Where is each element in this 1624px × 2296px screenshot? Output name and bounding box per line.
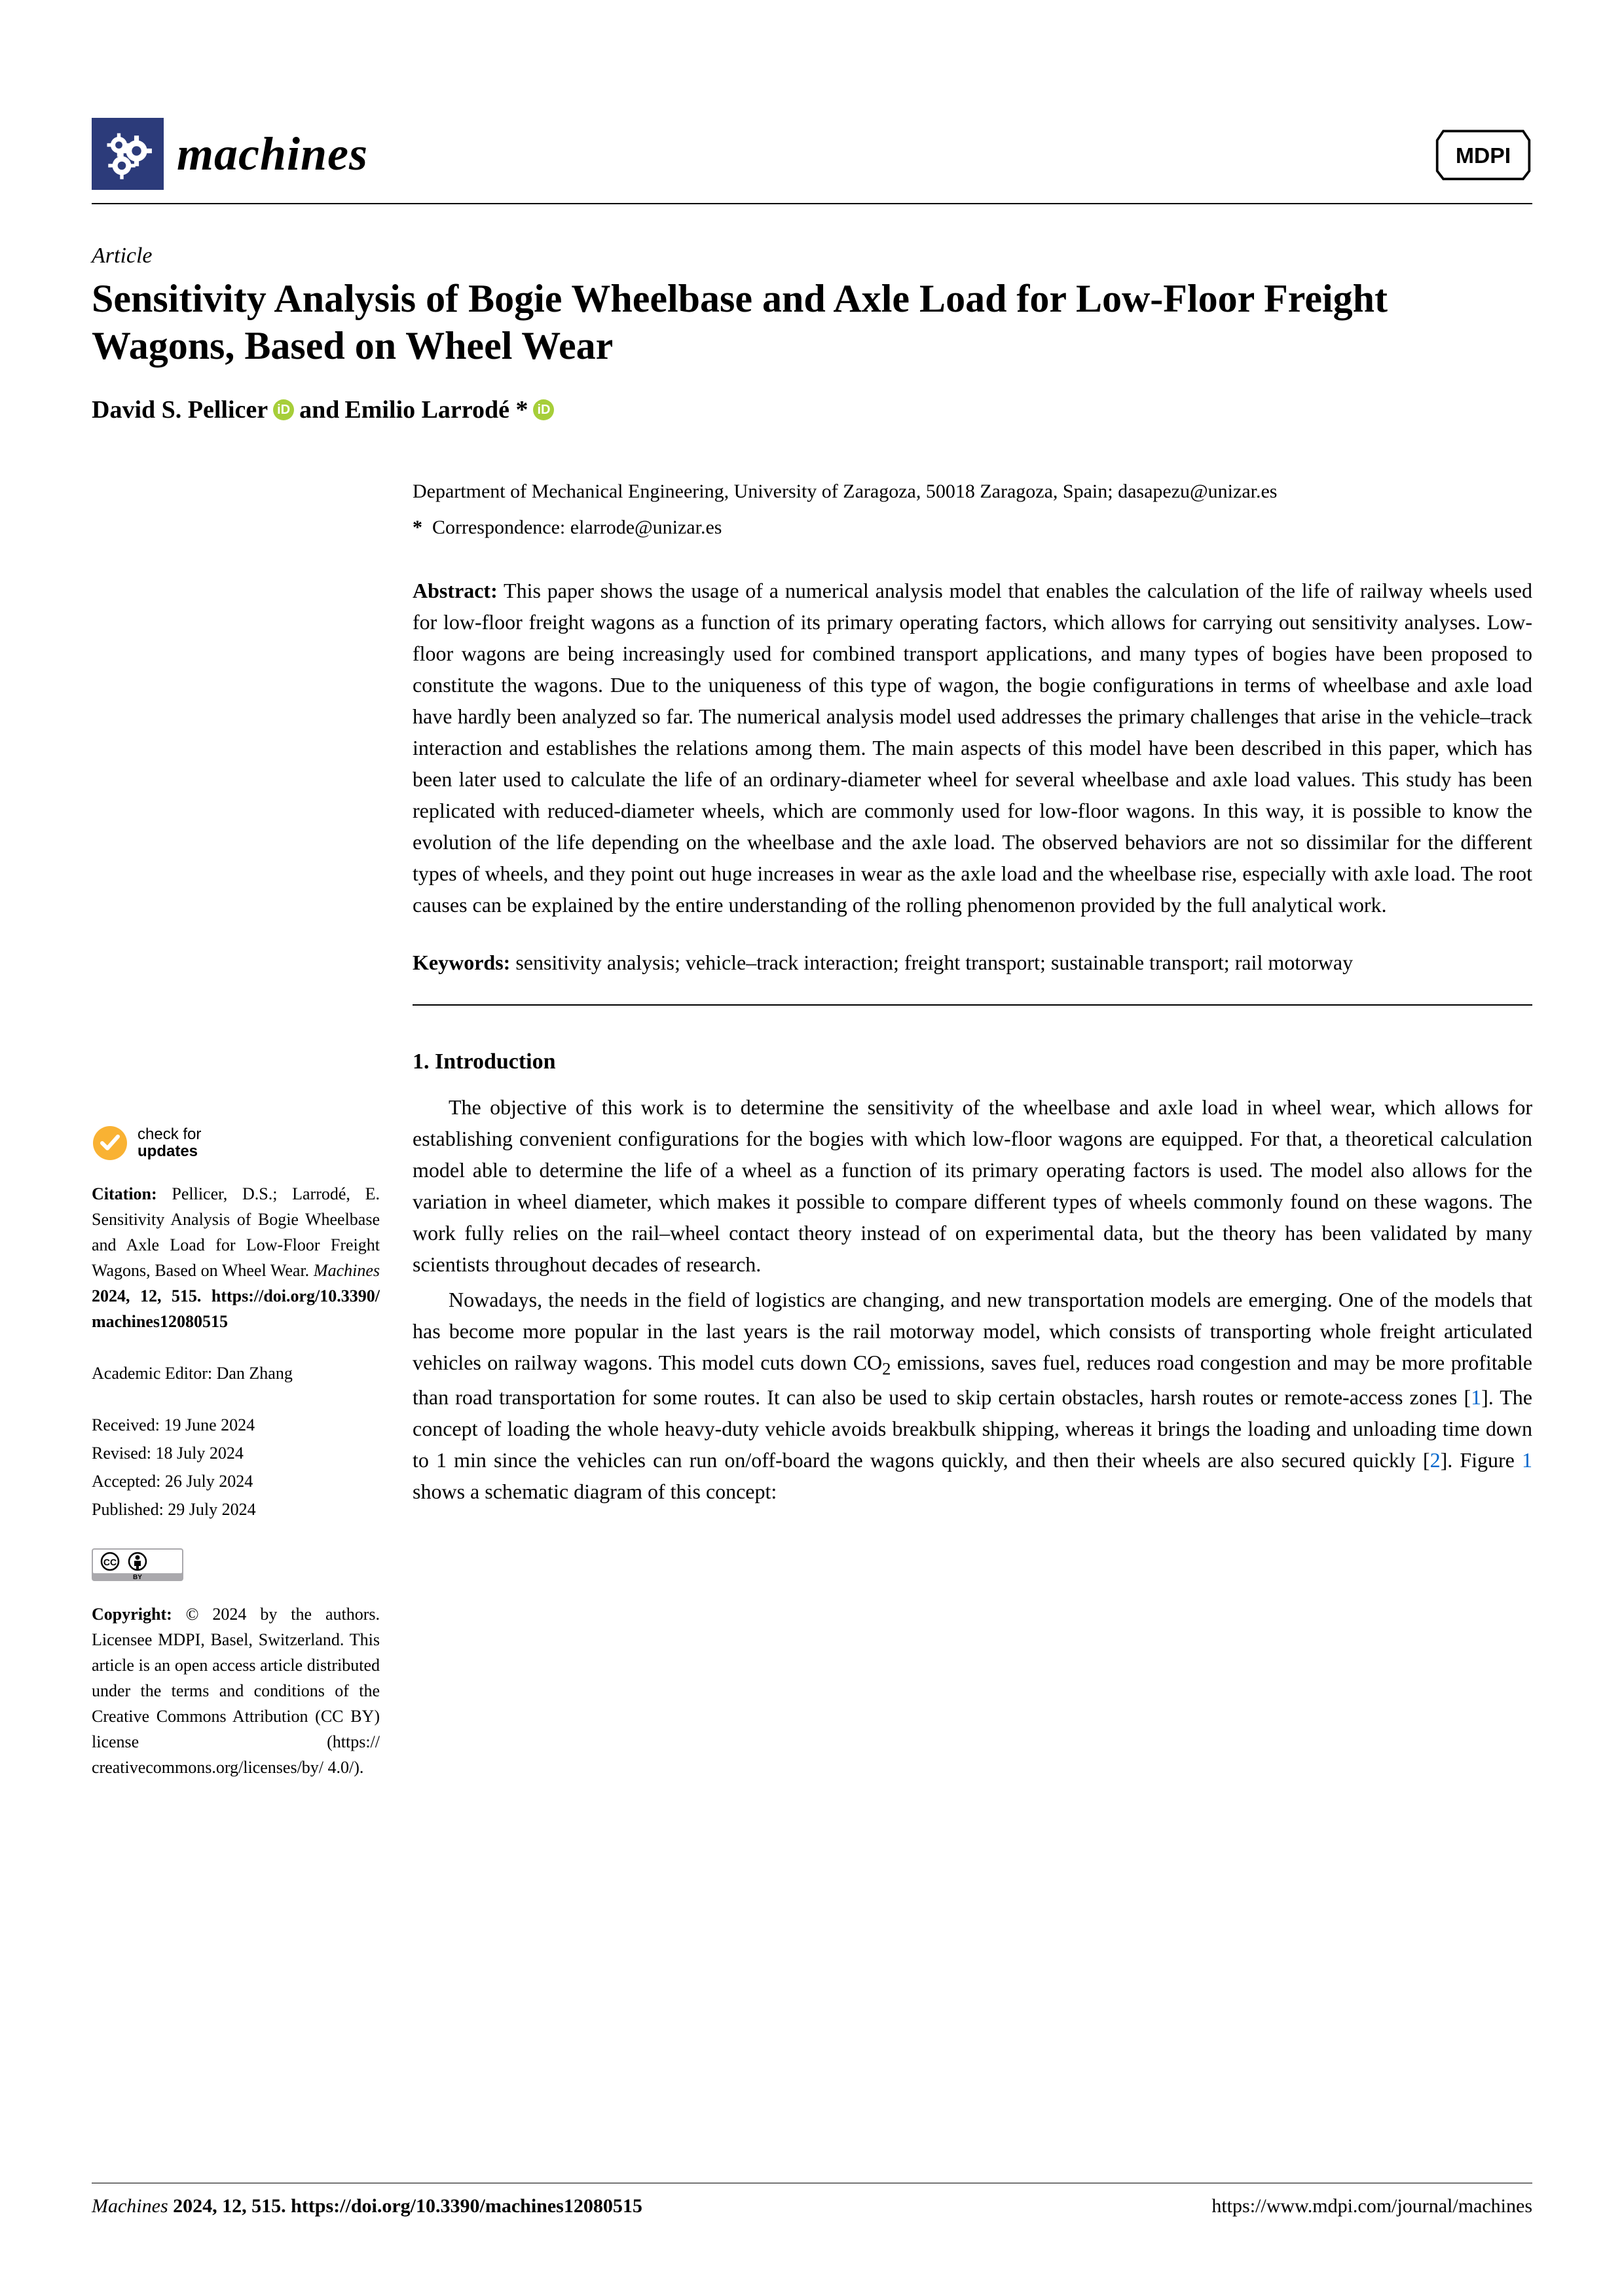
authors-line: David S. Pellicer iD and Emilio Larrodé … bbox=[92, 395, 1532, 424]
date-accepted: Accepted: 26 July 2024 bbox=[92, 1468, 380, 1494]
intro-paragraph-1: The objective of this work is to determi… bbox=[413, 1091, 1532, 1280]
check-updates-l1: check for bbox=[138, 1126, 201, 1143]
affiliation: Department of Mechanical Engineering, Un… bbox=[413, 477, 1532, 506]
svg-text:MDPI: MDPI bbox=[1456, 143, 1511, 168]
check-updates-icon bbox=[92, 1125, 128, 1161]
article-title: Sensitivity Analysis of Bogie Wheelbase … bbox=[92, 275, 1532, 369]
sidebar: check for updates Citation: Pellicer, D.… bbox=[92, 477, 380, 1780]
dates-block: Received: 19 June 2024 Revised: 18 July … bbox=[92, 1412, 380, 1522]
main-content: Department of Mechanical Engineering, Un… bbox=[413, 477, 1532, 1780]
svg-text:BY: BY bbox=[133, 1574, 142, 1581]
authors-sep: and bbox=[299, 395, 339, 424]
journal-logo: machines bbox=[92, 118, 368, 190]
abstract: Abstract: This paper shows the usage of … bbox=[413, 575, 1532, 920]
date-received: Received: 19 June 2024 bbox=[92, 1412, 380, 1438]
journal-name: machines bbox=[177, 127, 368, 181]
orcid-icon[interactable]: iD bbox=[533, 399, 554, 420]
footer-right[interactable]: https://www.mdpi.com/journal/machines bbox=[1211, 2195, 1532, 2217]
ref-link-1[interactable]: 1 bbox=[1471, 1385, 1481, 1409]
mdpi-logo: MDPI bbox=[1434, 123, 1532, 185]
ref-link-2[interactable]: 2 bbox=[1430, 1448, 1441, 1472]
date-published: Published: 29 July 2024 bbox=[92, 1497, 380, 1522]
figure-link-1[interactable]: 1 bbox=[1522, 1448, 1532, 1472]
check-updates-l2: updates bbox=[138, 1143, 201, 1160]
page-footer: Machines 2024, 12, 515. https://doi.org/… bbox=[92, 2183, 1532, 2217]
article-type: Article bbox=[92, 244, 1532, 268]
author-1: David S. Pellicer bbox=[92, 395, 268, 424]
citation-block: Citation: Pellicer, D.S.; Larrodé, E. Se… bbox=[92, 1181, 380, 1334]
correspondence: * Correspondence: elarrode@unizar.es bbox=[413, 513, 1532, 542]
footer-left: Machines 2024, 12, 515. https://doi.org/… bbox=[92, 2195, 642, 2217]
author-2: Emilio Larrodé * bbox=[344, 395, 528, 424]
check-updates-badge[interactable]: check for updates bbox=[92, 1125, 380, 1161]
copyright-block: Copyright: © 2024 by the authors. Licens… bbox=[92, 1601, 380, 1780]
header-bar: machines MDPI bbox=[92, 118, 1532, 204]
journal-gear-icon bbox=[92, 118, 164, 190]
date-revised: Revised: 18 July 2024 bbox=[92, 1440, 380, 1466]
orcid-icon[interactable]: iD bbox=[273, 399, 294, 420]
svg-text:CC: CC bbox=[103, 1557, 117, 1567]
intro-paragraph-2: Nowadays, the needs in the field of logi… bbox=[413, 1284, 1532, 1507]
cc-by-badge[interactable]: CC BY bbox=[92, 1548, 183, 1581]
section-1-heading: 1. Introduction bbox=[413, 1045, 1532, 1078]
keywords: Keywords: sensitivity analysis; vehicle–… bbox=[413, 947, 1532, 978]
academic-editor: Academic Editor: Dan Zhang bbox=[92, 1360, 380, 1386]
divider bbox=[413, 1004, 1532, 1006]
